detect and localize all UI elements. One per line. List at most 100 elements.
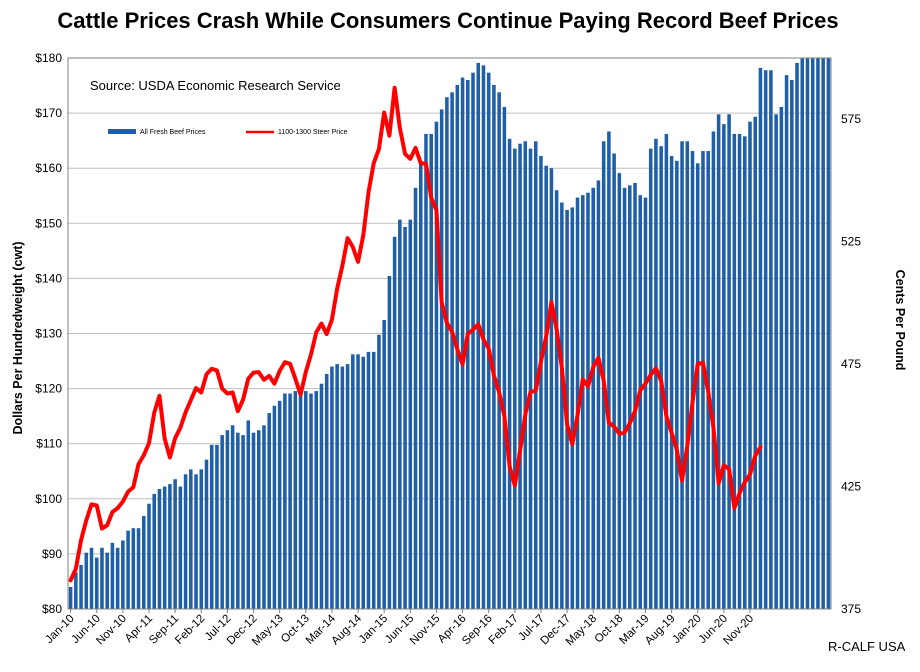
bar bbox=[450, 92, 454, 609]
legend-label-bars: All Fresh Beef Prices bbox=[140, 129, 206, 136]
bar bbox=[434, 121, 439, 610]
bar bbox=[220, 435, 224, 609]
bar bbox=[351, 354, 355, 609]
right-tick-label: 375 bbox=[841, 602, 861, 616]
bar bbox=[173, 479, 177, 609]
bar bbox=[183, 474, 188, 609]
bar bbox=[121, 540, 125, 609]
bar bbox=[215, 444, 219, 609]
bar bbox=[654, 138, 658, 609]
bar bbox=[241, 435, 245, 609]
bar bbox=[335, 364, 339, 609]
bar bbox=[774, 114, 778, 609]
right-axis-title: Cents Per Pound bbox=[893, 270, 907, 371]
bar bbox=[722, 124, 726, 610]
bar bbox=[680, 141, 684, 609]
left-tick-label: $110 bbox=[36, 437, 62, 451]
bar bbox=[330, 366, 334, 609]
bar bbox=[460, 77, 465, 610]
bar bbox=[664, 133, 669, 610]
bar bbox=[168, 484, 172, 609]
bar bbox=[476, 62, 481, 609]
bar bbox=[408, 219, 413, 609]
bar bbox=[100, 547, 104, 609]
bar bbox=[528, 148, 533, 610]
bar bbox=[586, 192, 590, 609]
bar bbox=[706, 151, 710, 609]
bar bbox=[753, 116, 757, 610]
bar bbox=[147, 503, 151, 609]
bar bbox=[319, 383, 324, 609]
bar bbox=[638, 195, 643, 609]
bar bbox=[424, 133, 428, 610]
bar bbox=[497, 92, 501, 609]
bar bbox=[554, 190, 559, 610]
bar bbox=[502, 106, 507, 609]
bar bbox=[690, 151, 695, 609]
legend-swatch-bars bbox=[108, 129, 136, 134]
bar bbox=[256, 430, 261, 609]
bar bbox=[633, 182, 637, 609]
bar bbox=[790, 80, 794, 610]
right-tick-label: 475 bbox=[841, 357, 861, 371]
bar bbox=[628, 185, 632, 609]
right-axis-ticks: 375 425 475 525 575 bbox=[841, 112, 861, 616]
bar bbox=[612, 153, 616, 609]
bar bbox=[178, 486, 183, 609]
bar bbox=[377, 334, 381, 609]
right-tick-label: 575 bbox=[841, 112, 861, 126]
bar bbox=[826, 58, 831, 609]
bar bbox=[246, 420, 251, 609]
bar bbox=[544, 165, 548, 609]
bar bbox=[199, 469, 204, 609]
bar bbox=[136, 528, 141, 609]
bar bbox=[486, 72, 491, 609]
gridlines bbox=[68, 57, 831, 610]
bar bbox=[387, 275, 392, 609]
bar bbox=[272, 405, 277, 609]
bar bbox=[79, 564, 83, 609]
x-tick-label: Aug-14 bbox=[329, 612, 364, 647]
bar bbox=[94, 557, 99, 609]
x-axis-ticks: Jan-10Jun-10Nov-10Apr-11Sep-11Feb-12Jul-… bbox=[43, 609, 756, 648]
right-tick-label: 425 bbox=[841, 480, 861, 494]
bar-series bbox=[68, 58, 831, 610]
bar bbox=[126, 530, 130, 609]
steer-price-line bbox=[68, 85, 763, 583]
right-tick-label: 525 bbox=[841, 235, 861, 249]
bar bbox=[251, 432, 256, 609]
bar bbox=[758, 67, 763, 610]
bar bbox=[288, 393, 292, 609]
bar bbox=[298, 395, 303, 609]
bar bbox=[68, 586, 73, 609]
bar bbox=[89, 547, 94, 609]
bar bbox=[513, 148, 517, 610]
bar bbox=[262, 425, 266, 609]
left-tick-label: $120 bbox=[35, 382, 62, 396]
bar bbox=[324, 373, 329, 609]
bar bbox=[695, 163, 700, 610]
bar bbox=[445, 97, 449, 610]
bar bbox=[643, 197, 648, 609]
left-tick-label: $130 bbox=[35, 327, 62, 341]
bar bbox=[669, 155, 674, 609]
bar bbox=[596, 180, 601, 609]
bar bbox=[418, 160, 423, 609]
bar bbox=[398, 219, 402, 609]
bar bbox=[701, 151, 705, 609]
bar bbox=[84, 552, 89, 609]
x-tick-label: Feb-17 bbox=[487, 613, 521, 647]
bar bbox=[800, 58, 805, 609]
bar bbox=[392, 236, 397, 609]
bar bbox=[617, 173, 622, 609]
bar bbox=[189, 469, 193, 609]
bar bbox=[309, 393, 313, 609]
bar bbox=[162, 486, 167, 609]
bar bbox=[795, 62, 799, 609]
bar bbox=[74, 572, 78, 609]
bar bbox=[591, 187, 595, 610]
bar bbox=[236, 432, 240, 609]
bar bbox=[283, 393, 287, 609]
bar bbox=[277, 400, 282, 609]
bar bbox=[157, 489, 162, 609]
